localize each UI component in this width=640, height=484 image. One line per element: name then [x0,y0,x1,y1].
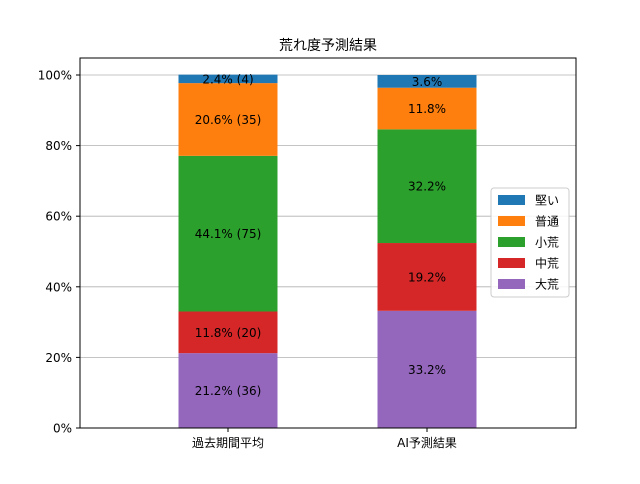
x-axis: 過去期間平均 AI予測結果 [192,428,457,450]
data-labels: 21.2% (36) 11.8% (20) 44.1% (75) 20.6% (35)… [195,72,446,398]
legend-label: 大荒 [535,278,559,292]
bar-segment [178,83,278,156]
bars [178,74,477,428]
bar-segment [178,155,278,312]
y-axis: 0% 20% 40% 60% 80% 100% [38,69,80,436]
legend-swatch [498,195,525,205]
y-tick-label: 100% [38,69,72,83]
bar-segment [377,75,477,88]
bar-value-label: 19.2% [408,270,446,284]
bar-value-label: 11.8% [408,102,446,116]
legend-swatch [498,237,525,247]
bar-segment [377,243,477,311]
bar-segment [178,311,278,354]
bar-segment [377,129,477,244]
y-tick-label: 20% [45,351,72,365]
bar-value-label: 11.8% (20) [195,326,262,340]
legend-label: 堅い [535,194,559,208]
legend-box [490,187,570,298]
y-tick-label: 60% [45,210,72,224]
bar-segment [377,310,477,428]
bar-segment [178,353,278,428]
y-tick-label: 0% [53,422,72,436]
bar-value-label: 32.2% [408,180,446,194]
bar-value-label: 2.4% (4) [202,72,253,86]
bar-value-label: 44.1% (75) [195,227,262,241]
y-tick-label: 80% [45,139,72,153]
bar-segment [178,74,278,84]
plot-frame [79,57,577,429]
legend-label: 小荒 [535,236,559,250]
bar-value-label: 3.6% [412,75,443,89]
x-tick-label: 過去期間平均 [192,436,264,450]
bar-value-label: 21.2% (36) [195,384,262,398]
bar-segment [377,87,477,130]
y-tick-label: 40% [45,280,72,294]
legend-label: 普通 [535,215,559,229]
legend-label: 中荒 [535,256,559,271]
legend-swatch [498,216,525,226]
bar-value-label: 33.2% [408,363,446,377]
legend-swatch [498,279,525,289]
x-tick-label: AI予測結果 [397,436,457,450]
bar-value-label: 20.6% (35) [195,113,262,127]
chart-title: 荒れ度予測結果 [279,38,377,54]
legend-swatch [498,258,525,268]
